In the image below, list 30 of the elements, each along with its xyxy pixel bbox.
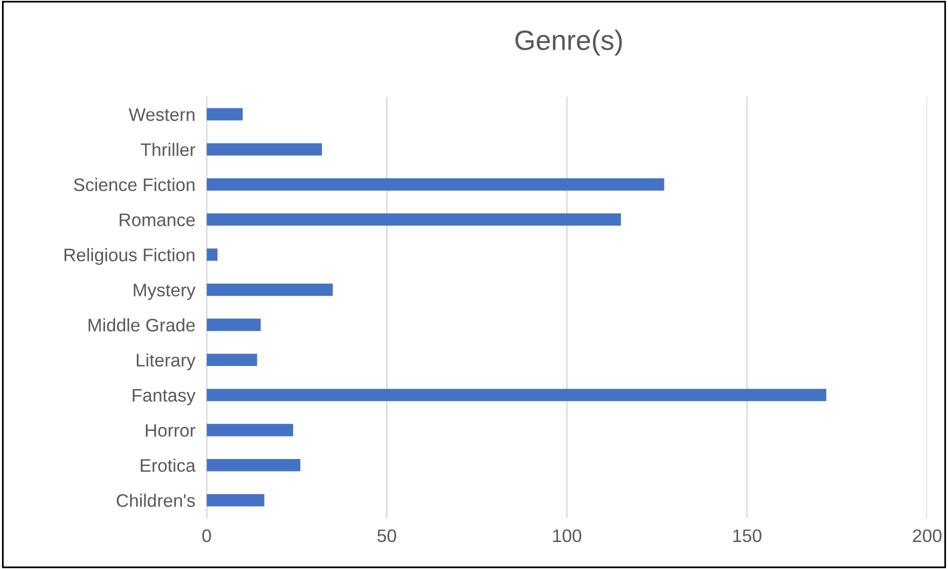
bar — [206, 318, 261, 331]
x-tick-label: 50 — [377, 529, 396, 542]
y-tick-label: Literary — [136, 353, 196, 370]
y-tick-label: Fantasy — [132, 389, 196, 406]
bar — [206, 213, 621, 226]
y-tick-label: Thriller — [140, 142, 196, 156]
y-tick-label: Mystery — [134, 284, 196, 300]
bar — [206, 494, 264, 506]
chart-title: Genre(s) — [515, 30, 622, 56]
y-tick-label: Children's — [116, 494, 195, 507]
bar — [206, 143, 322, 156]
x-tick-label: 100 — [553, 529, 582, 542]
x-tick-label: 150 — [733, 529, 762, 542]
bar — [206, 284, 333, 296]
bar — [206, 108, 243, 120]
bar — [206, 424, 294, 436]
bar — [206, 178, 664, 191]
y-tick-label: Middle Grade — [88, 318, 195, 332]
y-tick-label: Western — [128, 108, 194, 121]
y-tick-label: Romance — [120, 214, 195, 226]
y-tick-label: Erotica — [140, 458, 196, 472]
bar — [206, 248, 218, 261]
y-tick-label: Horror — [146, 424, 196, 437]
x-tick-label: 0 — [202, 529, 211, 542]
y-tick-label: Religious Fiction — [64, 248, 194, 265]
bar — [206, 354, 258, 366]
bar — [206, 388, 826, 402]
bar — [206, 459, 300, 472]
x-tick-label: 200 — [912, 529, 942, 542]
y-tick-label: Science Fiction — [74, 178, 194, 192]
